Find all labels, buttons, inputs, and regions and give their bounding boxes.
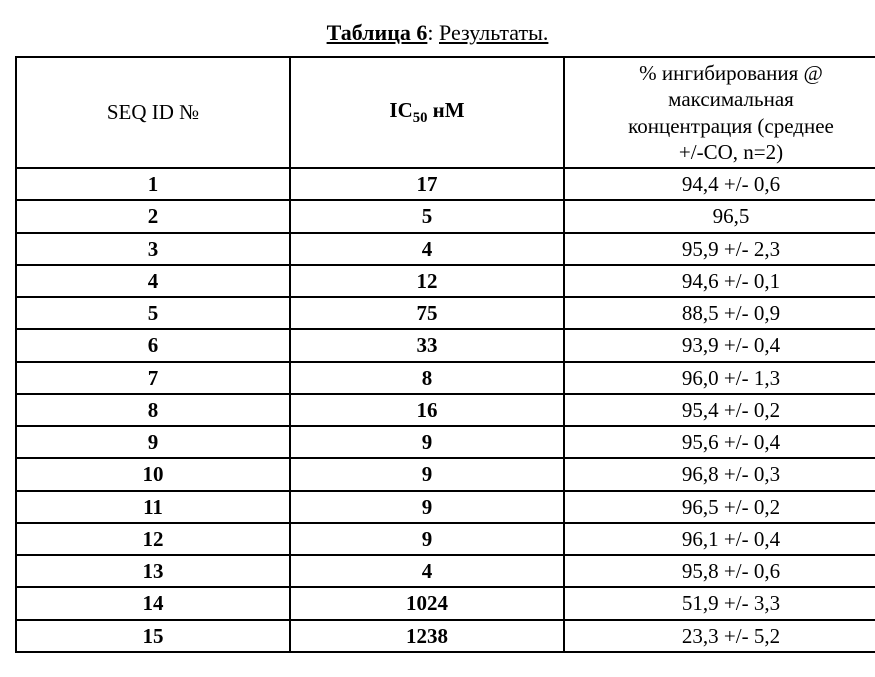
cell-seq: 4 [16, 265, 290, 297]
cell-seq: 9 [16, 426, 290, 458]
cell-inhibition: 51,9 +/- 3,3 [564, 587, 875, 619]
cell-inhibition: 93,9 +/- 0,4 [564, 329, 875, 361]
caption-separator: : [427, 20, 439, 45]
table-row: 10996,8 +/- 0,3 [16, 458, 875, 490]
cell-ic50: 4 [290, 555, 564, 587]
table-row: 81695,4 +/- 0,2 [16, 394, 875, 426]
header-inh-line3: концентрация (среднее [628, 114, 834, 138]
cell-inhibition: 94,4 +/- 0,6 [564, 168, 875, 200]
cell-seq: 7 [16, 362, 290, 394]
table-row: 13495,8 +/- 0,6 [16, 555, 875, 587]
table-row: 12996,1 +/- 0,4 [16, 523, 875, 555]
cell-inhibition: 96,5 [564, 200, 875, 232]
header-seq-text: SEQ ID № [107, 100, 199, 124]
table-body: 11794,4 +/- 0,62596,53495,9 +/- 2,341294… [16, 168, 875, 652]
cell-inhibition: 96,8 +/- 0,3 [564, 458, 875, 490]
results-table: SEQ ID № IC50 нМ % ингибирования @ макси… [15, 56, 875, 653]
cell-ic50: 16 [290, 394, 564, 426]
table-caption: Таблица 6: Результаты. [15, 20, 860, 46]
cell-ic50: 33 [290, 329, 564, 361]
cell-ic50: 9 [290, 491, 564, 523]
cell-ic50: 9 [290, 458, 564, 490]
cell-seq: 10 [16, 458, 290, 490]
table-row: 57588,5 +/- 0,9 [16, 297, 875, 329]
cell-ic50: 9 [290, 426, 564, 458]
cell-inhibition: 96,1 +/- 0,4 [564, 523, 875, 555]
ic50-suffix: нМ [427, 98, 464, 122]
header-seq: SEQ ID № [16, 57, 290, 168]
cell-ic50: 1238 [290, 620, 564, 652]
table-row: 7896,0 +/- 1,3 [16, 362, 875, 394]
table-row: 3495,9 +/- 2,3 [16, 233, 875, 265]
header-inhibition: % ингибирования @ максимальная концентра… [564, 57, 875, 168]
cell-ic50: 12 [290, 265, 564, 297]
cell-seq: 1 [16, 168, 290, 200]
table-row: 14102451,9 +/- 3,3 [16, 587, 875, 619]
header-inh-line4: +/-СО, n=2) [679, 140, 783, 164]
table-row: 11996,5 +/- 0,2 [16, 491, 875, 523]
cell-inhibition: 95,8 +/- 0,6 [564, 555, 875, 587]
cell-inhibition: 94,6 +/- 0,1 [564, 265, 875, 297]
cell-ic50: 1024 [290, 587, 564, 619]
cell-ic50: 75 [290, 297, 564, 329]
header-inh-line2: максимальная [668, 87, 794, 111]
header-ic50: IC50 нМ [290, 57, 564, 168]
cell-seq: 5 [16, 297, 290, 329]
cell-seq: 13 [16, 555, 290, 587]
cell-seq: 3 [16, 233, 290, 265]
cell-ic50: 8 [290, 362, 564, 394]
table-row: 9995,6 +/- 0,4 [16, 426, 875, 458]
caption-text: Результаты. [439, 20, 548, 45]
cell-ic50: 9 [290, 523, 564, 555]
ic50-sub: 50 [413, 110, 428, 126]
table-row: 15123823,3 +/- 5,2 [16, 620, 875, 652]
table-row: 63393,9 +/- 0,4 [16, 329, 875, 361]
cell-ic50: 17 [290, 168, 564, 200]
cell-inhibition: 95,6 +/- 0,4 [564, 426, 875, 458]
cell-seq: 15 [16, 620, 290, 652]
table-row: 2596,5 [16, 200, 875, 232]
cell-inhibition: 96,5 +/- 0,2 [564, 491, 875, 523]
table-row: 11794,4 +/- 0,6 [16, 168, 875, 200]
cell-seq: 2 [16, 200, 290, 232]
cell-seq: 14 [16, 587, 290, 619]
cell-inhibition: 88,5 +/- 0,9 [564, 297, 875, 329]
cell-inhibition: 95,9 +/- 2,3 [564, 233, 875, 265]
caption-label: Таблица 6 [327, 20, 428, 45]
ic50-prefix: IC [389, 98, 412, 122]
cell-seq: 8 [16, 394, 290, 426]
table-row: 41294,6 +/- 0,1 [16, 265, 875, 297]
header-row: SEQ ID № IC50 нМ % ингибирования @ макси… [16, 57, 875, 168]
cell-inhibition: 96,0 +/- 1,3 [564, 362, 875, 394]
cell-seq: 6 [16, 329, 290, 361]
cell-ic50: 4 [290, 233, 564, 265]
cell-inhibition: 95,4 +/- 0,2 [564, 394, 875, 426]
cell-seq: 12 [16, 523, 290, 555]
cell-inhibition: 23,3 +/- 5,2 [564, 620, 875, 652]
cell-ic50: 5 [290, 200, 564, 232]
cell-seq: 11 [16, 491, 290, 523]
header-inh-line1: % ингибирования @ [639, 61, 823, 85]
